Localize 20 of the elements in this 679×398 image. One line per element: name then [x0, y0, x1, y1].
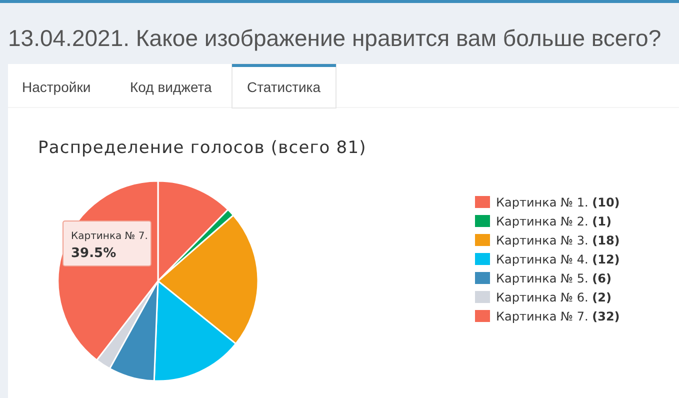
data-label: (32) [592, 310, 620, 324]
legend-label: Картинка № 1. [496, 196, 588, 210]
text: Статистика [247, 79, 321, 95]
data-label: (6) [592, 272, 612, 286]
chart-title: Распределение голосов (всего 81) [38, 138, 366, 158]
legend-label: Картинка № 7. [496, 310, 588, 324]
legend-label: Картинка № 3. [496, 234, 588, 248]
text: Настройки [22, 79, 91, 95]
legend-label: Картинка № 6. [496, 290, 588, 304]
data-label: (2) [592, 290, 612, 304]
chart-subtitle: 13.04.2021. Какое изображение нравится вам больше всего? [8, 25, 662, 51]
legend-label: Картинка № 2. [496, 214, 588, 228]
data-label: (1) [592, 214, 612, 228]
tooltip: Картинка № 7. 39.5% [62, 220, 152, 266]
data-label: (12) [592, 252, 620, 266]
legend-label: Картинка № 4. [496, 252, 588, 266]
legend-label: Картинка № 5. [496, 272, 588, 286]
data-label: (18) [592, 234, 620, 248]
text: Код виджета [130, 79, 212, 95]
data-label: (10) [592, 196, 620, 210]
